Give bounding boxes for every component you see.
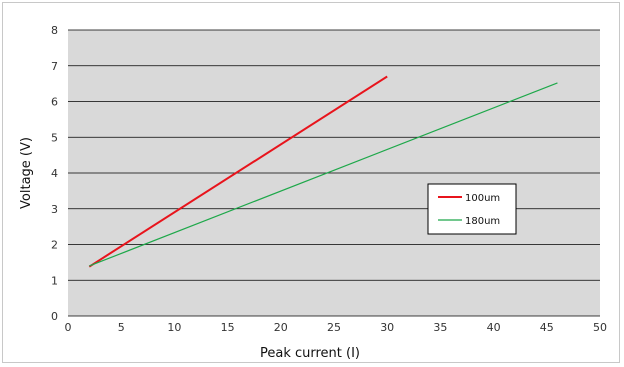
y-tick-label: 5 bbox=[51, 131, 58, 144]
x-tick-label: 0 bbox=[65, 321, 72, 334]
x-tick-label: 50 bbox=[593, 321, 607, 334]
y-tick-label: 8 bbox=[51, 24, 58, 37]
x-tick-labels: 0 5 10 15 20 25 30 35 40 45 50 bbox=[65, 321, 608, 334]
x-tick-label: 30 bbox=[380, 321, 394, 334]
y-tick-label: 4 bbox=[51, 167, 58, 180]
x-tick-label: 45 bbox=[540, 321, 554, 334]
legend-label-100um: 100um bbox=[465, 193, 500, 204]
y-axis-title: Voltage (V) bbox=[19, 137, 34, 209]
x-tick-label: 5 bbox=[118, 321, 125, 334]
series-lines bbox=[88, 75, 558, 268]
x-tick-label: 10 bbox=[167, 321, 181, 334]
x-tick-label: 40 bbox=[487, 321, 501, 334]
y-tick-label: 0 bbox=[51, 310, 58, 323]
series-line-180um bbox=[89, 82, 558, 267]
x-tick-label: 15 bbox=[221, 321, 235, 334]
y-tick-label: 1 bbox=[51, 274, 58, 287]
x-tick-label: 20 bbox=[274, 321, 288, 334]
series-line-100um bbox=[88, 75, 388, 268]
y-tick-label: 7 bbox=[51, 60, 58, 73]
y-tick-label: 6 bbox=[51, 96, 58, 109]
y-tick-labels: 0 1 2 3 4 5 6 7 8 bbox=[51, 24, 58, 323]
y-tick-label: 3 bbox=[51, 203, 58, 216]
x-tick-label: 35 bbox=[433, 321, 447, 334]
legend-label-180um: 180um bbox=[465, 216, 500, 227]
legend: 100um 180um bbox=[427, 183, 517, 235]
x-axis-title: Peak current (I) bbox=[260, 346, 360, 361]
x-tick-label: 25 bbox=[327, 321, 341, 334]
legend-box bbox=[427, 183, 517, 235]
y-tick-label: 2 bbox=[51, 239, 58, 252]
